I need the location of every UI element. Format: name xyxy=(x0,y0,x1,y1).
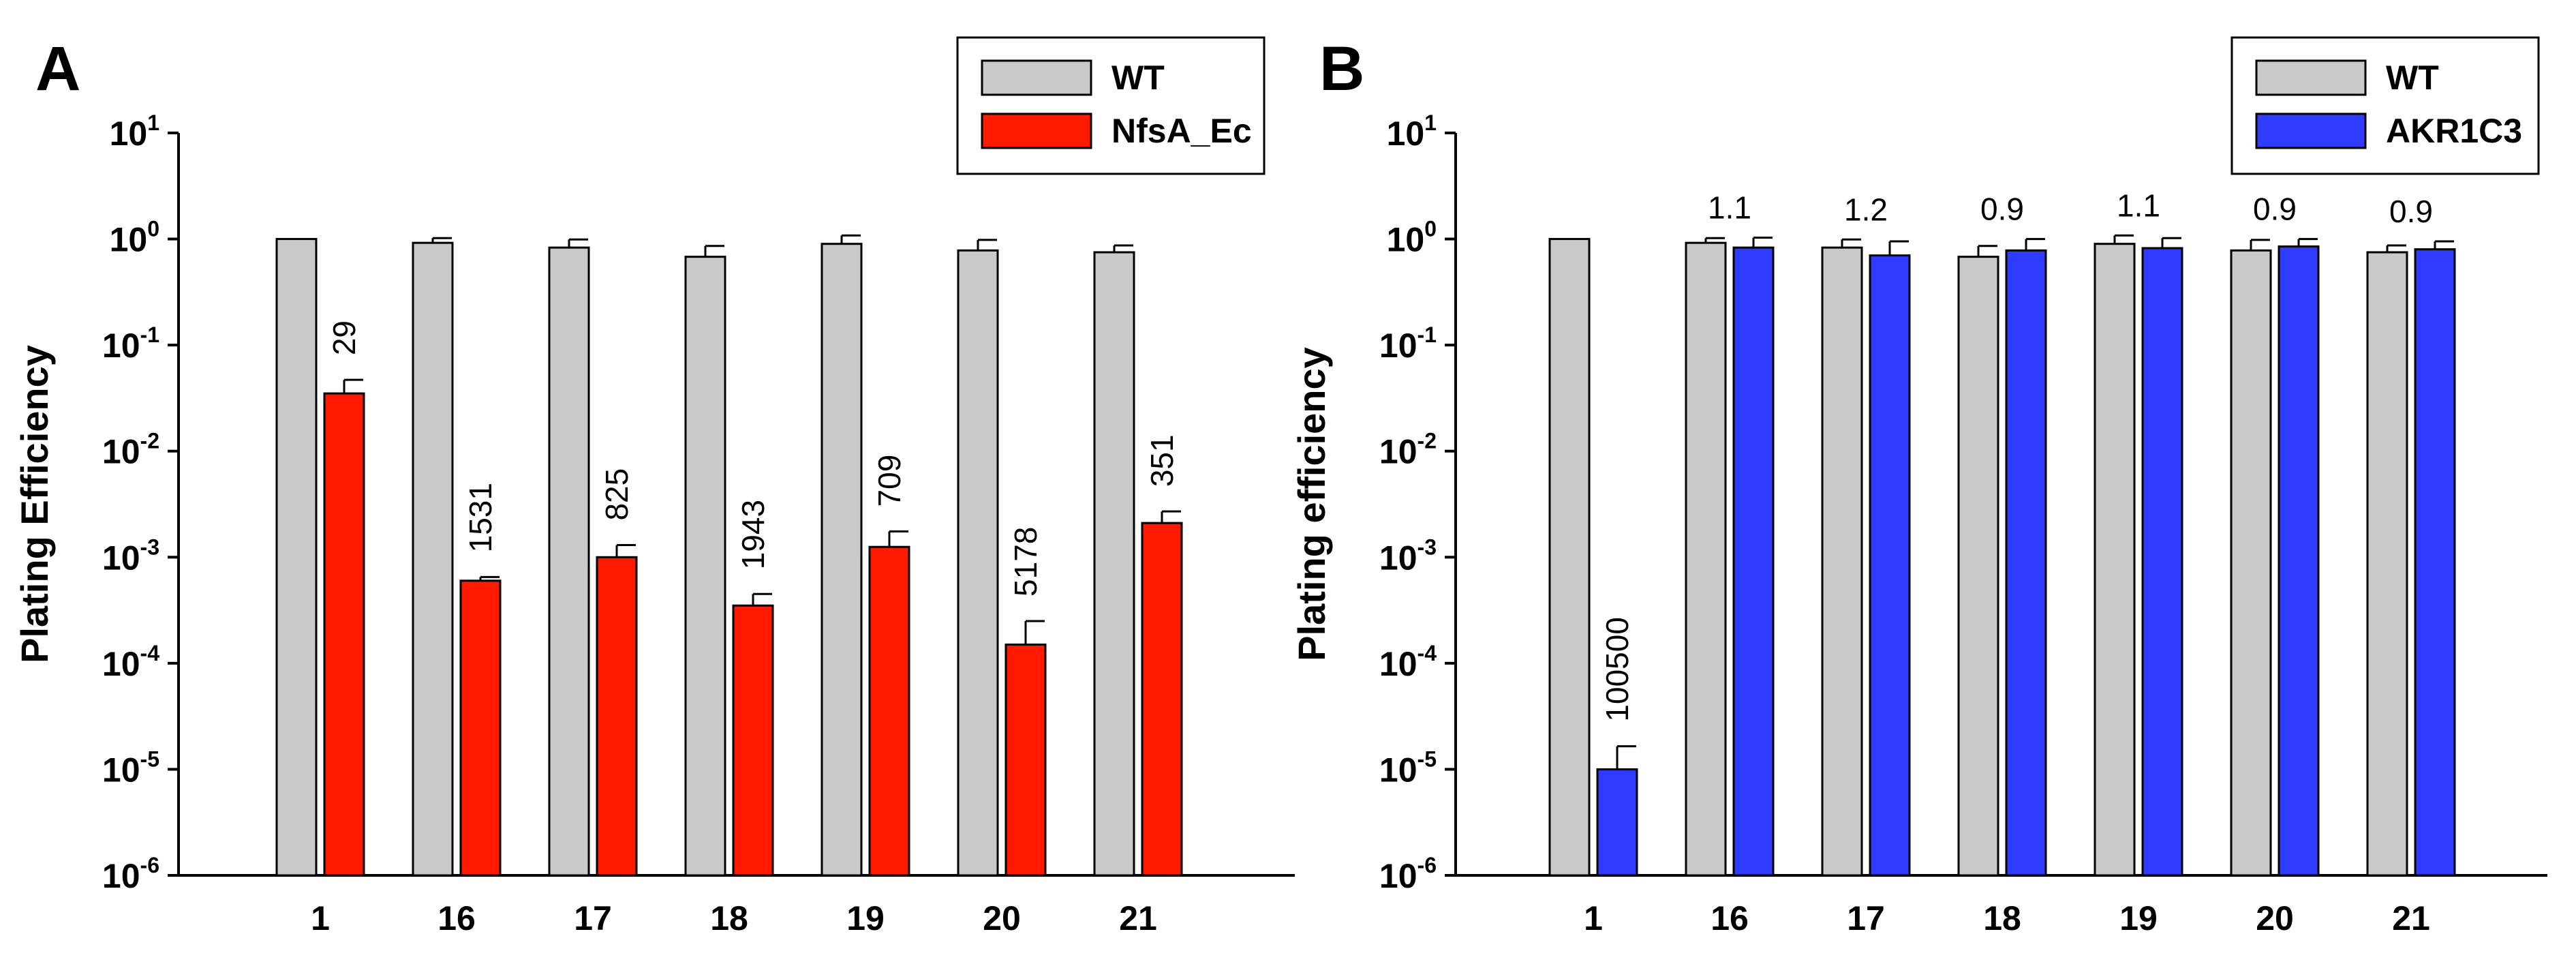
data-label: 1943 xyxy=(735,500,771,569)
bar-wt xyxy=(2094,243,2136,877)
data-label: 1.2 xyxy=(1844,192,1888,227)
x-tick-label: 19 xyxy=(2119,899,2158,937)
data-label: 100500 xyxy=(1599,617,1635,722)
data-label: 0.9 xyxy=(2253,192,2297,227)
legend-swatch-wt xyxy=(981,59,1092,96)
x-tick-label: 21 xyxy=(2392,899,2430,937)
bar-wt xyxy=(412,241,454,877)
data-label: 825 xyxy=(599,468,634,521)
x-tick-label: 17 xyxy=(574,899,612,937)
bar-wt xyxy=(1548,238,1591,877)
y-tick-label: 10-5 xyxy=(1379,747,1437,789)
legend-label: AKR1C3 xyxy=(2386,112,2522,150)
bar-akr1c3 xyxy=(1869,254,1911,877)
y-tick-label: 100 xyxy=(1387,217,1437,259)
data-label: 5178 xyxy=(1008,527,1043,597)
y-tick-label: 10-3 xyxy=(1379,534,1437,577)
y-tick-label: 10-6 xyxy=(1379,853,1437,895)
data-label: 709 xyxy=(872,455,907,507)
x-tick-label: 16 xyxy=(438,899,476,937)
y-tick-label: 10-2 xyxy=(1379,429,1437,471)
data-label: 1531 xyxy=(463,483,498,552)
panel-letter: B xyxy=(1319,34,1364,104)
legend-swatch-akr1c3 xyxy=(2255,112,2367,149)
x-tick-label: 19 xyxy=(846,899,885,937)
data-label: 351 xyxy=(1144,434,1180,487)
bar-wt xyxy=(1093,251,1135,877)
y-tick-label: 10-5 xyxy=(102,747,159,789)
data-label: 1.1 xyxy=(1708,190,1751,226)
data-label: 1.1 xyxy=(2117,187,2160,223)
bar-nfsa-ec xyxy=(596,556,638,877)
y-tick-label: 10-6 xyxy=(102,853,159,895)
data-label: 0.9 xyxy=(2389,194,2433,229)
bar-wt xyxy=(821,243,863,877)
x-tick-label: 16 xyxy=(1711,899,1749,937)
panel-letter: A xyxy=(35,34,80,104)
legend-label: WT xyxy=(2386,59,2439,97)
y-tick-label: 10-4 xyxy=(1379,641,1437,683)
x-tick-label: 18 xyxy=(710,899,748,937)
y-tick-label: 10-2 xyxy=(102,429,159,471)
x-tick-label: 20 xyxy=(2256,899,2294,937)
bar-wt xyxy=(684,256,726,877)
y-tick-label: 101 xyxy=(110,110,159,153)
legend xyxy=(2230,36,2540,175)
x-tick-label: 20 xyxy=(983,899,1021,937)
y-axis-title: Plating Efficiency xyxy=(13,345,56,663)
bar-nfsa-ec xyxy=(1141,522,1183,877)
bar-nfsa-ec xyxy=(459,579,502,877)
bar-wt xyxy=(1685,241,1727,877)
y-axis-title: Plating efficiency xyxy=(1290,347,1333,661)
legend-swatch-wt xyxy=(2255,59,2367,96)
y-tick-label: 10-1 xyxy=(102,322,159,365)
bar-akr1c3 xyxy=(2278,245,2320,877)
bar-nfsa-ec xyxy=(868,545,910,877)
bar-wt xyxy=(1821,246,1863,877)
data-label: 29 xyxy=(326,320,362,355)
x-tick-label: 17 xyxy=(1847,899,1885,937)
panel-a: A Plating Efficiency 101 100 10-1 10-2 10-3 10-… xyxy=(13,34,1295,937)
bar-nfsa-ec xyxy=(323,392,365,877)
legend-swatch-nfsa-ec xyxy=(981,112,1092,149)
x-tick-label: 18 xyxy=(1983,899,2021,937)
bar-nfsa-ec xyxy=(1005,643,1047,877)
bar-akr1c3 xyxy=(1596,768,1638,877)
x-tick-label: 1 xyxy=(311,899,330,937)
legend-label: NfsA_Ec xyxy=(1111,112,1252,150)
y-tick-label: 10-3 xyxy=(102,534,159,577)
bar-akr1c3 xyxy=(2141,247,2183,877)
bar-nfsa-ec xyxy=(732,604,774,877)
bar-wt xyxy=(548,246,590,877)
bar-wt xyxy=(2366,251,2408,877)
panel-b: B Plating efficiency 101 100 10-1 10-2 10-3 10-… xyxy=(1290,34,2547,937)
bar-akr1c3 xyxy=(2005,249,2047,877)
legend-label: WT xyxy=(1111,59,1165,97)
bar-wt xyxy=(1957,256,1999,877)
data-label: 0.9 xyxy=(1980,192,2024,227)
bar-akr1c3 xyxy=(1732,246,1775,877)
bar-wt xyxy=(2230,249,2272,877)
legend xyxy=(956,36,1266,175)
bar-akr1c3 xyxy=(2414,248,2456,877)
bar-wt xyxy=(275,238,318,877)
y-tick-label: 101 xyxy=(1387,110,1437,153)
x-tick-label: 21 xyxy=(1119,899,1157,937)
x-tick-label: 1 xyxy=(1584,899,1603,937)
y-tick-label: 100 xyxy=(110,217,159,259)
y-tick-label: 10-1 xyxy=(1379,322,1437,365)
y-tick-label: 10-4 xyxy=(102,641,159,683)
bar-wt xyxy=(957,249,999,877)
